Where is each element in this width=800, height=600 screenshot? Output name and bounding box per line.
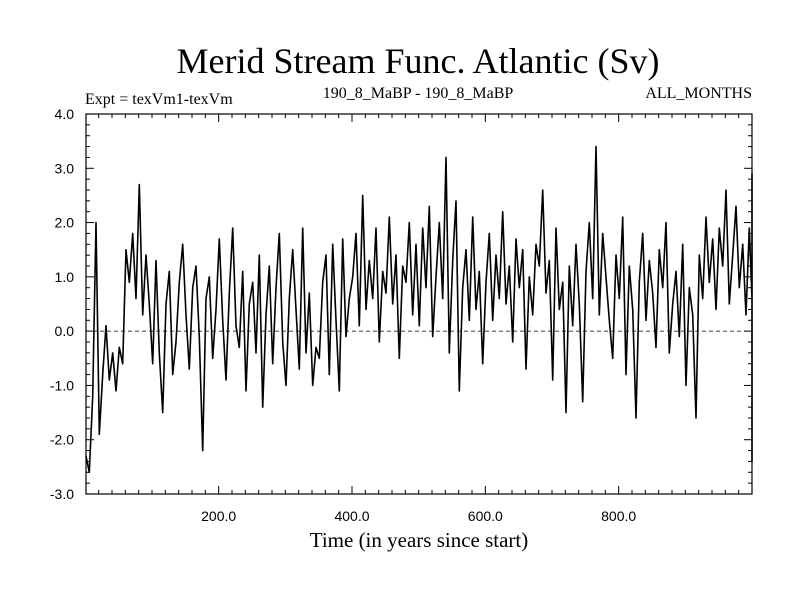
y-tick-label: -2.0 (50, 432, 74, 448)
x-tick-label: 200.0 (201, 508, 236, 524)
y-tick-label: 1.0 (55, 269, 75, 285)
x-tick-label: 800.0 (601, 508, 636, 524)
y-tick-label: -1.0 (50, 377, 74, 393)
y-tick-label: 0.0 (55, 323, 75, 339)
series-layer (85, 145, 753, 474)
chart-title: Merid Stream Func. Atlantic (Sv) (177, 41, 660, 81)
subtitle-period: 190_8_MaBP - 190_8_MaBP (323, 85, 514, 102)
plot-axes: -3.0 -2.0 -1.0 0.0 1.0 2.0 3.0 4.0 200.0 400.0 600… (50, 106, 753, 524)
subtitle-experiment: Expt = texVm1-texVm (85, 91, 233, 108)
y-tick-label: -3.0 (50, 486, 74, 502)
x-tick-label: 400.0 (334, 508, 369, 524)
subtitle-months: ALL_MONTHS (645, 85, 752, 102)
series-line (85, 145, 753, 474)
y-tick-label: 2.0 (55, 215, 75, 231)
plot-frame (85, 113, 753, 495)
y-tick-label: 4.0 (55, 106, 75, 122)
x-axis-label: Time (in years since start) (310, 528, 529, 552)
y-tick-label: 3.0 (55, 160, 75, 176)
x-tick-label: 600.0 (468, 508, 503, 524)
